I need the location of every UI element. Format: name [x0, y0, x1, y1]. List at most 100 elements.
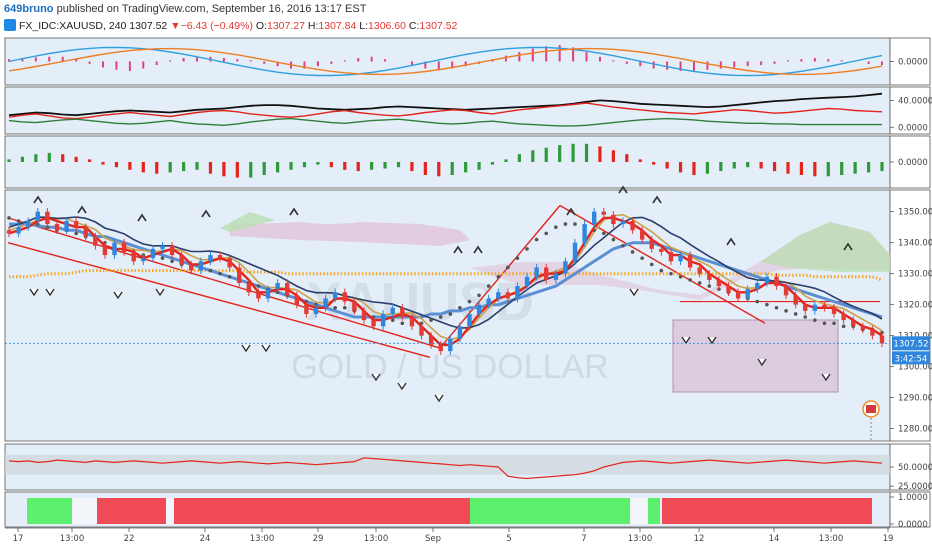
osc3-hist-bar: [638, 159, 642, 162]
sell-arrow-icon: [113, 291, 123, 300]
osc3-hist-bar: [652, 162, 656, 165]
candle-body: [851, 320, 856, 327]
candle-body: [793, 295, 798, 305]
sar-dot: [496, 274, 501, 279]
candle-body: [371, 320, 376, 327]
sar-dot: [659, 268, 664, 273]
sar-dot: [458, 305, 462, 310]
sar-dot: [16, 219, 21, 223]
osc1-tick-0: 0.0000: [898, 58, 928, 68]
sar-dot: [784, 309, 788, 313]
sell-arrow-icon: [241, 344, 251, 353]
sar-dot: [448, 312, 453, 316]
candle-body: [121, 242, 127, 252]
candle-body: [352, 301, 357, 311]
x-tick-label: 22: [124, 534, 135, 544]
candle-body: [428, 335, 434, 345]
sar-dot: [467, 299, 472, 304]
published-text: published on TradingView.com, September …: [56, 3, 367, 15]
osc2-tick-0: 40.0000: [898, 96, 932, 106]
candle-body: [294, 295, 300, 305]
sar-dot: [755, 299, 760, 304]
sar-dot: [506, 265, 510, 270]
rsi-tick-1: 25.0000: [898, 482, 932, 492]
sar-dot: [573, 222, 577, 226]
osc3-hist-bar: [437, 162, 441, 177]
trend-segment: [97, 498, 166, 524]
osc3-hist-bar: [853, 162, 857, 174]
candle-body: [755, 282, 760, 290]
candle-body: [409, 317, 415, 327]
osc3-hist-bar: [598, 146, 602, 162]
osc3-hist-bar: [329, 162, 333, 168]
price-tick-1: 1340.00: [898, 239, 932, 249]
buy-arrow-icon: [453, 245, 463, 254]
candle-body: [179, 255, 184, 265]
candle-body: [342, 292, 347, 302]
candle-body: [6, 230, 12, 234]
candle-body: [687, 255, 693, 268]
rsi-tick-0: 50.0000: [898, 463, 932, 473]
sar-dot: [601, 231, 606, 236]
panel-p1-axis: [889, 37, 931, 86]
sell-arrow-icon: [45, 288, 55, 297]
author-name[interactable]: 649bruno: [4, 3, 54, 15]
x-tick-label: 13:00: [628, 534, 653, 544]
ma-orange-line: [9, 269, 883, 282]
candle-body: [697, 267, 702, 274]
candle-body: [265, 289, 271, 299]
sar-dot: [256, 284, 261, 288]
sar-dot: [669, 271, 673, 276]
osc3-hist-bar: [477, 162, 481, 170]
price-tick-0: 1350.00: [898, 208, 932, 218]
osc3-hist-bar: [114, 162, 119, 168]
sar-dot: [170, 259, 174, 264]
candle-body: [534, 267, 539, 277]
sell-arrow-icon: [261, 344, 271, 353]
candle-body: [304, 304, 309, 314]
panel-p3-axis: [889, 135, 931, 189]
cloud-bull-2: [760, 222, 890, 272]
osc3-hist-bar: [584, 143, 589, 162]
candle-body: [227, 258, 232, 268]
sar-dot: [563, 222, 568, 226]
sell-arrow-icon: [629, 288, 639, 297]
cloud-bull: [220, 212, 275, 232]
sar-dot: [774, 305, 779, 310]
candle-body: [812, 304, 818, 311]
high-value: 1307.84: [318, 20, 357, 32]
cloud-bear-2: [470, 222, 890, 300]
sell-arrow-icon: [821, 373, 831, 382]
candle-body: [563, 261, 568, 274]
candle-body: [448, 338, 453, 352]
sell-arrow-icon: [371, 373, 381, 382]
candle-body: [879, 335, 885, 344]
osc3-hist-bar: [423, 162, 427, 175]
sar-dot: [841, 324, 846, 329]
candle-body: [438, 344, 443, 352]
candle-body: [649, 239, 654, 249]
osc3-hist-bar: [34, 154, 38, 162]
sar-dot: [630, 250, 635, 254]
osc3-hist-bar: [692, 162, 696, 175]
price-change: ▼−6.43 (−0.49%): [170, 20, 253, 32]
buy-arrow-icon: [618, 185, 628, 194]
trend-segment: [72, 498, 97, 524]
osc3-hist-bar: [316, 162, 320, 165]
candle-body: [659, 248, 664, 252]
panel-p1-bg: [4, 37, 891, 86]
candle-body: [361, 310, 367, 321]
osc3-hist-bar: [262, 162, 266, 175]
candle-body: [783, 286, 789, 296]
buy-arrow-icon: [652, 195, 662, 204]
sar-dot: [74, 231, 78, 236]
candle-body: [678, 255, 683, 262]
osc3-hist-bar: [759, 162, 763, 169]
candle-body: [553, 273, 559, 280]
sar-dot: [525, 247, 529, 251]
osc3-hist-bar: [208, 162, 213, 174]
osc3-hist-bar: [719, 162, 723, 172]
sar-dot: [688, 278, 692, 282]
last-price: 1307.52: [129, 20, 168, 32]
